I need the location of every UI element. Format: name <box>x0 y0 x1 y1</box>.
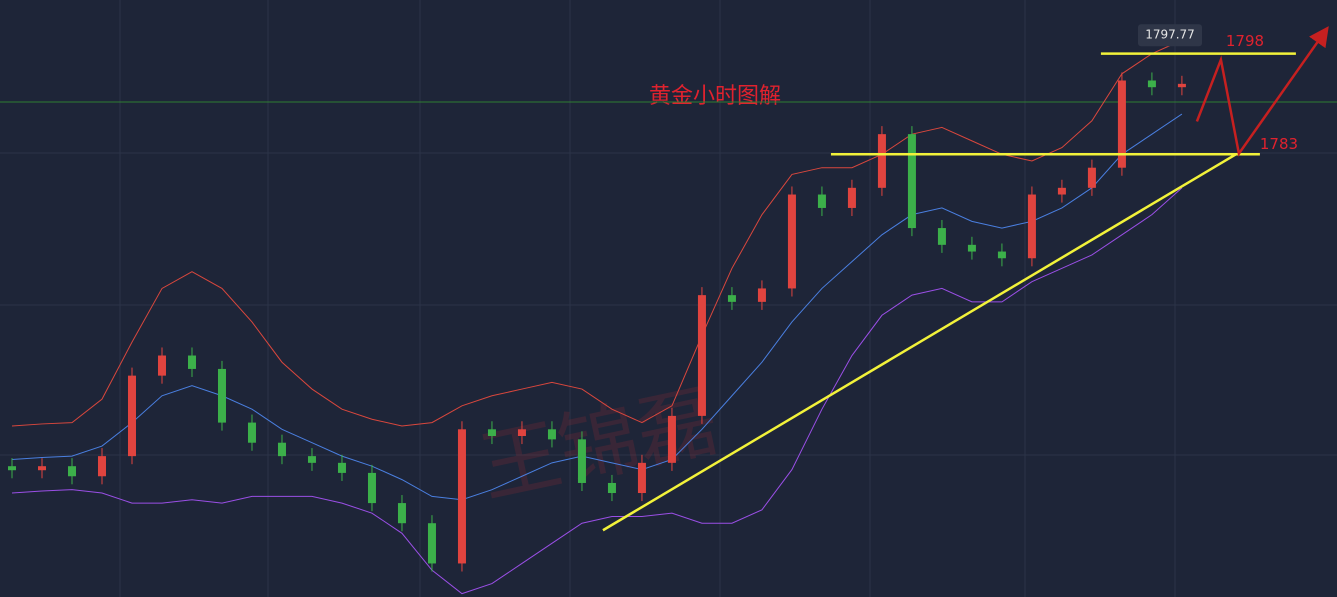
level-label: 1783 <box>1260 135 1298 153</box>
candle-body <box>607 482 616 494</box>
candle-body <box>1087 167 1096 188</box>
candle-body <box>337 462 346 473</box>
trend-line <box>602 153 1237 532</box>
candle-body <box>547 429 556 440</box>
candle-body <box>277 442 286 457</box>
candle-body <box>187 355 196 369</box>
candle-body <box>457 429 466 564</box>
forecast-arrow <box>1195 26 1329 157</box>
candle-body <box>97 456 106 477</box>
candle-body <box>757 288 766 302</box>
candle-body <box>847 187 856 208</box>
candle-body <box>1147 80 1156 88</box>
candle-body <box>1027 194 1036 259</box>
candle-body <box>427 523 436 564</box>
high-label: 1797.77 <box>1145 28 1195 42</box>
candle-body <box>367 472 376 504</box>
candle-body <box>1177 83 1186 88</box>
level-label: 1798 <box>1226 32 1264 50</box>
candle-body <box>907 134 916 229</box>
candle-body <box>127 375 136 457</box>
band-line <box>11 113 1183 501</box>
candle-body <box>1057 187 1066 195</box>
candle-body <box>817 194 826 208</box>
high-label-box <box>1138 24 1202 47</box>
candle-body <box>397 503 406 524</box>
candle-body <box>157 355 166 376</box>
candle-body <box>667 415 676 463</box>
candle-body <box>697 295 706 416</box>
candle-body <box>217 368 226 423</box>
candle-body <box>577 439 586 483</box>
candle-body <box>67 466 76 477</box>
candle-body <box>7 466 16 471</box>
candle-body <box>967 244 976 252</box>
candle-body <box>997 251 1006 259</box>
candle-body <box>487 429 496 437</box>
candle-body <box>727 295 736 302</box>
candle-body <box>637 462 646 494</box>
candle-body <box>937 228 946 245</box>
candle-body <box>1117 80 1126 168</box>
candle-body <box>877 134 886 188</box>
candle-body <box>247 422 256 443</box>
candle-body <box>37 466 46 471</box>
candle-body <box>517 429 526 437</box>
band-line <box>11 39 1183 427</box>
candle-body <box>307 456 316 463</box>
candle-body <box>787 194 796 289</box>
chart-title: 黄金小时图解 <box>649 84 781 109</box>
